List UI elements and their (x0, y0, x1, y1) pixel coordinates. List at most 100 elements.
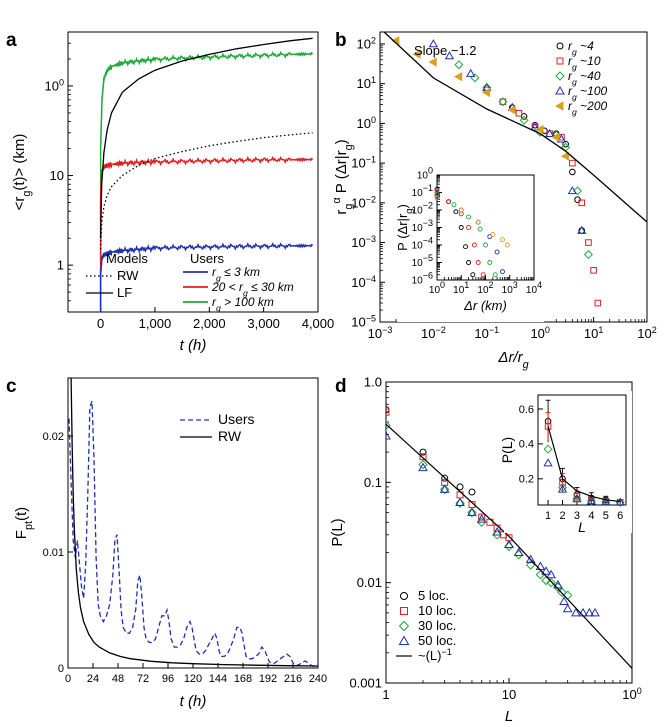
series-r-g-200-point (507, 105, 516, 115)
panel-b-plot (383, 32, 647, 307)
panel-c: 0 24 48 72 96 120 144 168 192 216 240 0 0.01 0.02 t (h… (13, 377, 327, 710)
inset-series-30-loc-point (586, 496, 596, 506)
series-r-g-10-point (594, 299, 602, 307)
x-tick-label: 10−3 (368, 325, 393, 341)
series-users (68, 400, 318, 668)
y-axis-label: rgα P (Δr|rg) (331, 139, 355, 214)
series-50-loc-point (562, 603, 573, 613)
y-tick-label: 10−4 (412, 236, 433, 252)
inset-series-r-g-4-point (458, 225, 464, 230)
inset-series-r-g-200-point (475, 219, 481, 225)
inset-series-r-g-40-point (487, 260, 493, 265)
series-r-g-100-point (444, 51, 455, 60)
series-50-loc-point (513, 547, 524, 556)
legend-label-lf: LF (117, 285, 132, 300)
series-r-g-10-point (578, 199, 586, 207)
series-r-g-100-point (577, 225, 587, 234)
series-r-g-200-point (412, 49, 421, 59)
legend-marker-r-g-40 (555, 71, 565, 81)
series-30-loc-point (514, 549, 524, 560)
legend-label-r-g-100-km: rg > 100 km (212, 295, 274, 313)
series-lf (99, 37, 313, 239)
y-tick-label: 0 (58, 663, 64, 675)
series-50-loc-point (439, 484, 450, 493)
series-r-g-40-point (573, 186, 583, 196)
annotation-slope: Slope −1.2 (414, 43, 477, 58)
x-tick-label: 72 (137, 673, 149, 685)
inset-series-r-g-100-point (494, 249, 500, 255)
inset-series-r-g-10-point (480, 272, 486, 278)
inset-series-r-g-40-point (477, 226, 483, 232)
plot-frame (537, 394, 627, 506)
inset-series-r-g-40-point (492, 272, 498, 278)
series-30-loc-point (455, 498, 465, 508)
series-r-g-100-point (530, 122, 540, 131)
x-axis-label: Δr (km) (463, 298, 507, 313)
legend-label-l-1: ~(L)−1 (418, 647, 452, 663)
x-tick-label: 0 (97, 316, 104, 331)
y-tick-label: 10−1 (351, 155, 376, 171)
legend-users-title: Users (190, 251, 224, 266)
legend-label-r-g-10: rg ~10 (568, 54, 601, 72)
series-50-loc-point (467, 507, 477, 517)
legend-label-20-r-g-30-km: 20 < rg ≤ 30 km (211, 280, 294, 298)
inset-series-50-loc-point (572, 494, 582, 503)
inset-series-50-loc-point (557, 484, 568, 493)
y-tick-label: 0.02 (43, 431, 64, 443)
series-50-loc-point (541, 566, 551, 575)
series-r-g-40-point (470, 73, 480, 83)
series-rw (99, 132, 313, 250)
series-50-loc-point (590, 607, 600, 617)
series-50-loc-point (525, 554, 536, 564)
plot-frame (67, 31, 319, 313)
series-50-loc-point (418, 462, 428, 472)
panel-d-plot (386, 406, 632, 669)
y-tick-label: 10−3 (412, 218, 433, 234)
y-tick-label: 10−6 (412, 271, 433, 287)
x-tick-label: 48 (112, 673, 124, 685)
series-r-g-100-point (567, 186, 578, 195)
x-tick-label: 1 (382, 687, 389, 702)
series-50-loc-point (504, 539, 514, 549)
series-r-g-40-point (498, 97, 508, 107)
inset-series-r-g-40-point (483, 242, 488, 248)
series-10-loc-point (386, 408, 390, 416)
x-tick-label: 168 (234, 673, 252, 685)
series-50-loc-point (584, 607, 595, 617)
inset-series-r-g-10-point (471, 242, 477, 248)
y-tick-label: 10 (50, 168, 64, 183)
inset-series-r-g-4-point (434, 186, 440, 192)
y-tick-label: 0.6 (519, 404, 534, 416)
legend-d: 5 loc.10 loc.30 loc.50 loc.~(L)−1 (396, 588, 456, 663)
y-tick-label: 0.01 (357, 575, 382, 590)
x-tick-label: 120 (184, 673, 202, 685)
series-r-g-200-point (560, 151, 569, 161)
inset-series-r-g-200-point (490, 232, 496, 237)
series-r-g-10-point (515, 109, 523, 117)
inset-series-10-loc-point (573, 492, 581, 500)
series-50-loc-point (492, 526, 502, 536)
inset-series-r-g-10-point (466, 225, 471, 230)
x-axis-label: t (h) (180, 337, 207, 354)
panel-letter-b: b (335, 30, 347, 51)
y-tick-label: 10−1 (412, 183, 433, 199)
series-30-loc-point (546, 577, 556, 588)
series-r-g-100-point (466, 68, 476, 77)
x-tick-label: 3 (574, 510, 580, 522)
inset-series-50-loc-point (543, 458, 553, 467)
inset-series-r-g-4-point (470, 272, 476, 278)
legend-label-30-loc: 30 loc. (418, 618, 456, 633)
y-axis-label: Fpt(t) (13, 507, 35, 539)
series-5-loc-point (468, 488, 476, 496)
legend-label-50-loc: 50 loc. (418, 633, 456, 648)
x-tick-label: 101 (453, 280, 469, 296)
series-fit (383, 32, 647, 223)
x-tick-label: 96 (162, 673, 174, 685)
panel-letter-d: d (335, 376, 347, 397)
x-tick-label: 1,000 (139, 316, 172, 331)
x-axis-label: Δr/rg (497, 349, 528, 371)
series-r-g-200-point (481, 87, 491, 98)
y-tick-label: 0.4 (519, 439, 534, 451)
legend-marker-30-loc (398, 620, 410, 632)
inset-series-r-g-10-point (475, 260, 481, 265)
